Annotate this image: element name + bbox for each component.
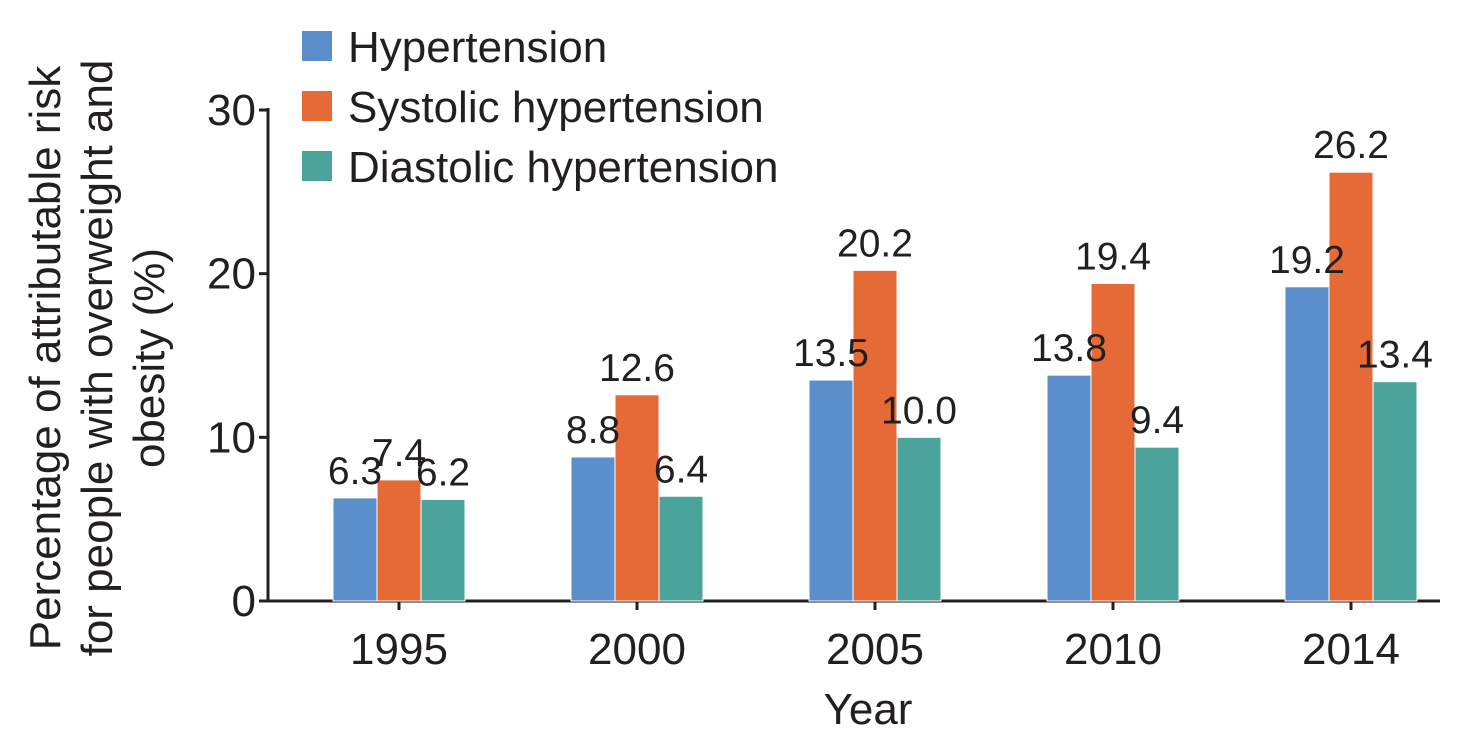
y-tick-label: 10 bbox=[207, 413, 256, 462]
bar-systolic-hypertension bbox=[852, 269, 898, 602]
legend-label: Systolic hypertension bbox=[348, 83, 764, 132]
bar-hypertension bbox=[570, 456, 616, 602]
bar-systolic-hypertension bbox=[1090, 282, 1136, 602]
data-label: 26.2 bbox=[1313, 124, 1389, 167]
bar-hypertension bbox=[1284, 286, 1330, 602]
bars bbox=[332, 171, 1418, 602]
data-label: 7.4 bbox=[372, 432, 426, 475]
y-tick-label: 20 bbox=[207, 250, 256, 299]
bar-hypertension bbox=[808, 379, 854, 602]
x-axis: 1995 2000 2005 2010 2014 bbox=[266, 599, 1440, 674]
y-axis-title-line: for people with overweight and bbox=[73, 60, 122, 657]
x-tick-label: 2014 bbox=[1302, 625, 1400, 674]
y-axis: 0 10 20 30 bbox=[207, 86, 270, 626]
data-label: 20.2 bbox=[837, 222, 913, 265]
y-axis-title-line: Percentage of attributable risk bbox=[21, 65, 70, 651]
x-tick-label: 2000 bbox=[588, 625, 686, 674]
legend-swatch bbox=[302, 151, 332, 181]
data-labels: 6.37.46.2 8.8 12.6 6.4 13.5 20.2 10.0 13.8 19.4 9… bbox=[328, 124, 1433, 494]
x-tick-label: 1995 bbox=[350, 625, 448, 674]
y-axis-title-line: obesity (%) bbox=[125, 248, 174, 468]
bar-diastolic-hypertension bbox=[1372, 381, 1418, 602]
data-label: 6.3 bbox=[328, 450, 382, 493]
x-tick-label: 2005 bbox=[826, 625, 924, 674]
x-tick-label: 2010 bbox=[1064, 625, 1162, 674]
bar-systolic-hypertension bbox=[1328, 171, 1374, 602]
y-tick-label: 0 bbox=[232, 577, 256, 626]
data-label: 13.8 bbox=[1031, 327, 1107, 370]
legend-label: Diastolic hypertension bbox=[348, 143, 778, 192]
y-tick-label: 30 bbox=[207, 86, 256, 135]
legend-swatch bbox=[302, 31, 332, 61]
bar-systolic-hypertension bbox=[614, 394, 660, 602]
bar-hypertension bbox=[1046, 374, 1092, 602]
x-axis-title: Year bbox=[824, 685, 913, 734]
data-label: 13.4 bbox=[1357, 334, 1433, 377]
bar-diastolic-hypertension bbox=[658, 495, 704, 602]
bar-diastolic-hypertension bbox=[896, 436, 942, 602]
bar-hypertension bbox=[332, 497, 378, 602]
data-label: 13.5 bbox=[793, 332, 869, 375]
data-label: 19.4 bbox=[1075, 235, 1151, 278]
legend: Hypertension Systolic hypertension Diastol… bbox=[302, 23, 778, 192]
data-label: 6.2 bbox=[416, 452, 470, 495]
bar-diastolic-hypertension bbox=[420, 499, 466, 602]
data-label: 9.4 bbox=[1130, 399, 1184, 442]
y-axis-title: Percentage of attributable risk for peopl… bbox=[21, 60, 174, 657]
legend-label: Hypertension bbox=[348, 23, 607, 72]
data-label: 12.6 bbox=[599, 347, 675, 390]
data-label: 19.2 bbox=[1269, 239, 1345, 282]
data-label: 6.4 bbox=[654, 448, 708, 491]
bar-systolic-hypertension bbox=[376, 479, 422, 602]
bar-diastolic-hypertension bbox=[1134, 446, 1180, 602]
data-label: 10.0 bbox=[881, 389, 957, 432]
legend-swatch bbox=[302, 91, 332, 121]
data-label: 8.8 bbox=[566, 409, 620, 452]
